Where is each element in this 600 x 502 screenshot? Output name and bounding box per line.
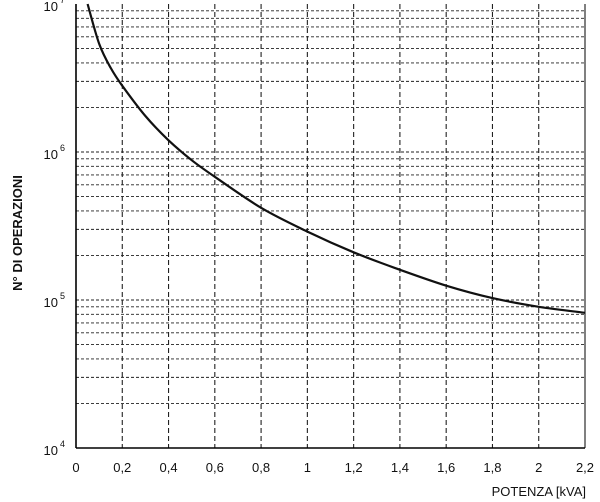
x-tick-label: 0,4 <box>160 460 178 475</box>
series-line <box>86 3 586 314</box>
y-tick-exponent: 4 <box>60 439 65 449</box>
y-tick-exponent: 5 <box>60 291 65 301</box>
x-axis-label: POTENZA [kVA] <box>492 484 586 499</box>
y-tick-label: 10 <box>44 295 58 310</box>
y-tick-exponent: 7 <box>60 0 65 5</box>
x-tick-label: 2 <box>535 460 542 475</box>
x-tick-label: 0,2 <box>113 460 131 475</box>
x-tick-label: 0,8 <box>252 460 270 475</box>
x-tick-label: 0,6 <box>206 460 224 475</box>
x-tick-label: 1,6 <box>437 460 455 475</box>
grid <box>76 4 585 448</box>
x-tick-label: 1 <box>304 460 311 475</box>
series-group <box>86 3 586 314</box>
x-tick-labels: 0 0,2 0,4 0,6 0,8 1 1,2 1,4 1,6 1,8 2 2,2 <box>72 460 594 475</box>
x-tick-label: 1,8 <box>483 460 501 475</box>
x-tick-label: 1,2 <box>345 460 363 475</box>
y-axis-label: N° DI OPERAZIONI <box>10 175 25 291</box>
y-tick-label: 10 <box>44 0 58 14</box>
y-tick-label: 10 <box>44 443 58 458</box>
x-tick-label: 2,2 <box>576 460 594 475</box>
plot-area <box>75 4 586 449</box>
x-tick-label: 0 <box>72 460 79 475</box>
y-tick-exponent: 6 <box>60 143 65 153</box>
x-tick-label: 1,4 <box>391 460 409 475</box>
y-tick-label: 10 <box>44 147 58 162</box>
